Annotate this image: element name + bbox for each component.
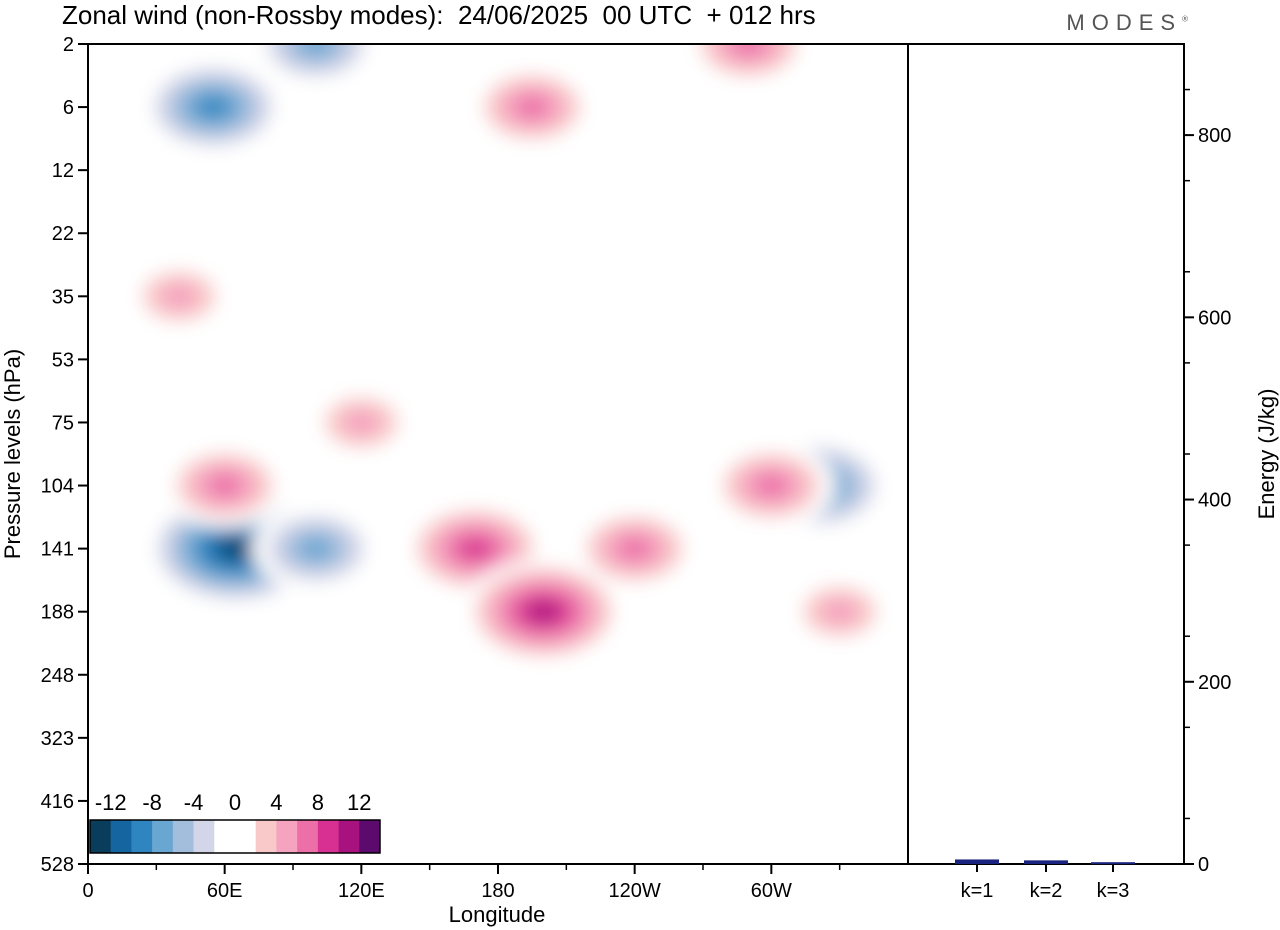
y-tick-label: 2 <box>63 34 74 56</box>
energy-category-label: k=2 <box>1030 880 1063 902</box>
colorbar-tick-label: -8 <box>142 790 162 815</box>
y-tick-label: 188 <box>41 602 74 624</box>
colorbar-swatch <box>255 820 277 853</box>
logo-text: MODES <box>1066 10 1183 35</box>
energy-bar-k=3 <box>1091 862 1135 865</box>
heatmap-contour-0-5 <box>198 97 228 117</box>
y-tick-label: 323 <box>41 728 74 750</box>
heatmap-contour-2-2 <box>360 0 477 19</box>
y-tick-label: 104 <box>41 476 74 498</box>
heatmap-contour-15-3 <box>160 283 198 309</box>
x-tick-label: 120E <box>338 880 385 902</box>
energy-tick-label: 600 <box>1198 307 1231 329</box>
colorbar-frame <box>89 819 381 854</box>
colorbar-swatch <box>359 820 381 853</box>
heatmap-contour-8-6 <box>529 602 558 621</box>
colorbar-tick-label: 4 <box>270 790 282 815</box>
heatmap-contour-14-3 <box>821 599 858 625</box>
y-tick-label: 6 <box>63 97 74 119</box>
colorbar-swatch <box>131 820 153 853</box>
colorbar-swatch <box>338 820 360 853</box>
colorbar-swatch <box>193 820 215 853</box>
energy-bars <box>955 859 1135 865</box>
energy-bar-k=1 <box>955 859 999 864</box>
colorbar-tick-label: 12 <box>347 790 371 815</box>
y-tick-label: 12 <box>52 160 74 182</box>
y-tick-label: 75 <box>52 412 74 434</box>
y-tick-label: 416 <box>41 791 74 813</box>
heatmap-contour-2-3 <box>374 0 462 10</box>
colorbar-swatch <box>172 820 194 853</box>
energy-tick-label: 800 <box>1198 125 1231 147</box>
heatmap-field <box>124 0 895 665</box>
energy-category-label: k=3 <box>1097 880 1130 902</box>
x-tick-label: 60E <box>207 880 243 902</box>
heatmap-contour-13-3 <box>343 409 380 435</box>
heatmap-contour-12-4 <box>208 474 241 497</box>
heatmap-contour-1-4 <box>299 44 332 55</box>
energy-bar-k=2 <box>1024 860 1068 864</box>
colorbar-tick-label: -12 <box>95 790 127 815</box>
modes-logo: MODES® <box>1066 10 1188 36</box>
y-tick-label: 141 <box>41 539 74 561</box>
energy-category-label: k=1 <box>961 880 994 902</box>
colorbar-swatch <box>317 820 339 853</box>
colorbar-swatch <box>297 820 319 853</box>
y-axis-title: Pressure levels (hPa) <box>0 349 25 559</box>
heatmap-contour-2-1 <box>345 0 491 29</box>
energy-tick-label: 400 <box>1198 490 1231 512</box>
colorbar-tick-label: -4 <box>184 790 204 815</box>
colorbar-tick-label: 0 <box>229 790 241 815</box>
energy-tick-label: 0 <box>1198 854 1209 876</box>
energy-panel-frame <box>907 43 1185 865</box>
heatmap-contour-4-4 <box>732 44 765 55</box>
colorbar-swatch <box>90 820 112 853</box>
x-tick-label: 60W <box>751 880 792 902</box>
energy-tick-label: 200 <box>1198 672 1231 694</box>
x-tick-label: 180 <box>481 880 514 902</box>
colorbar-swatch <box>276 820 298 853</box>
colorbar-swatch <box>110 820 132 853</box>
colorbar-swatch <box>214 820 236 853</box>
colorbar-swatch <box>152 820 174 853</box>
y-tick-label: 22 <box>52 223 74 245</box>
x-tick-label: 120W <box>609 880 661 902</box>
heatmap-contour-6-4 <box>299 537 332 560</box>
y-tick-label: 53 <box>52 349 74 371</box>
colorbar-swatch <box>235 820 257 853</box>
y-tick-label: 248 <box>41 665 74 687</box>
heatmap-contour-11-4 <box>755 474 788 497</box>
heatmap-contour-3-4 <box>516 96 549 118</box>
x-axis-title: Longitude <box>449 902 546 927</box>
registered-mark: ® <box>1182 14 1188 24</box>
colorbar: -12 -8 -4 0 4 8 12 <box>89 790 381 854</box>
heatmap-contour-5-7 <box>223 540 250 557</box>
heatmap-contour-9-4 <box>618 537 651 560</box>
energy-axis-title: Energy (J/kg) <box>1254 389 1279 520</box>
heatmap-contour-7-5 <box>460 539 490 559</box>
chart-title: Zonal wind (non-Rossby modes): 24/06/202… <box>62 0 816 30</box>
axes: 0 60E 120E 180 120W 60W 2 6 12 22 35 53 75 104 141 188 2… <box>41 34 1232 902</box>
y-tick-label: 35 <box>52 286 74 308</box>
colorbar-tick-label: 8 <box>312 790 324 815</box>
y-tick-label: 528 <box>41 854 74 876</box>
x-tick-label: 0 <box>82 880 93 902</box>
